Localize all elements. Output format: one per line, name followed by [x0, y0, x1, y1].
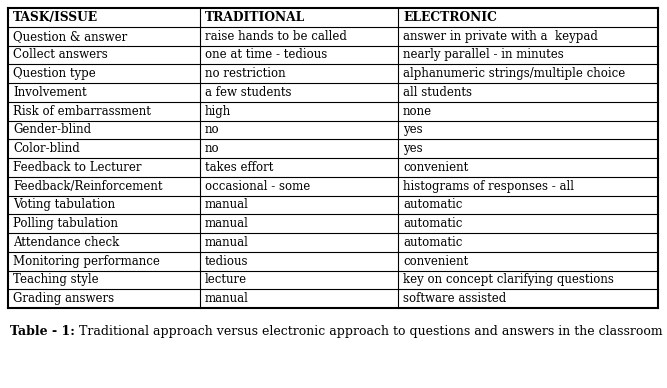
Text: Traditional approach versus electronic approach to questions and answers in the : Traditional approach versus electronic a… — [75, 325, 662, 338]
Text: alphanumeric strings/multiple choice: alphanumeric strings/multiple choice — [403, 67, 625, 80]
Text: Question type: Question type — [13, 67, 96, 80]
Text: no: no — [205, 123, 219, 136]
Text: Teaching style: Teaching style — [13, 274, 99, 286]
Text: occasional - some: occasional - some — [205, 180, 310, 192]
Text: lecture: lecture — [205, 274, 247, 286]
Text: Feedback/Reinforcement: Feedback/Reinforcement — [13, 180, 163, 192]
Text: manual: manual — [205, 292, 249, 305]
Text: Feedback to Lecturer: Feedback to Lecturer — [13, 161, 141, 174]
Text: all students: all students — [403, 86, 472, 99]
Text: Attendance check: Attendance check — [13, 236, 119, 249]
Text: convenient: convenient — [403, 255, 468, 268]
Text: nearly parallel - in minutes: nearly parallel - in minutes — [403, 48, 564, 61]
Text: histograms of responses - all: histograms of responses - all — [403, 180, 574, 192]
Text: Involvement: Involvement — [13, 86, 87, 99]
Text: Table - 1:: Table - 1: — [10, 325, 75, 338]
Text: takes effort: takes effort — [205, 161, 273, 174]
Text: no: no — [205, 142, 219, 155]
Text: convenient: convenient — [403, 161, 468, 174]
Text: a few students: a few students — [205, 86, 291, 99]
Text: Collect answers: Collect answers — [13, 48, 108, 61]
Text: Monitoring performance: Monitoring performance — [13, 255, 160, 268]
Text: automatic: automatic — [403, 198, 462, 211]
Text: automatic: automatic — [403, 236, 462, 249]
Text: key on concept clarifying questions: key on concept clarifying questions — [403, 274, 614, 286]
Text: no restriction: no restriction — [205, 67, 285, 80]
Text: yes: yes — [403, 142, 423, 155]
Text: Question & answer: Question & answer — [13, 29, 127, 43]
Text: yes: yes — [403, 123, 423, 136]
Text: manual: manual — [205, 236, 249, 249]
Text: TASK/ISSUE: TASK/ISSUE — [13, 11, 98, 24]
Text: high: high — [205, 105, 231, 118]
Text: Color-blind: Color-blind — [13, 142, 80, 155]
Text: manual: manual — [205, 217, 249, 230]
Text: none: none — [403, 105, 432, 118]
Text: manual: manual — [205, 198, 249, 211]
Text: Grading answers: Grading answers — [13, 292, 114, 305]
Text: Risk of embarrassment: Risk of embarrassment — [13, 105, 151, 118]
Text: software assisted: software assisted — [403, 292, 506, 305]
Text: Voting tabulation: Voting tabulation — [13, 198, 115, 211]
Text: automatic: automatic — [403, 217, 462, 230]
Text: raise hands to be called: raise hands to be called — [205, 29, 347, 43]
Text: answer in private with a  keypad: answer in private with a keypad — [403, 29, 598, 43]
Text: one at time - tedious: one at time - tedious — [205, 48, 327, 61]
Text: ELECTRONIC: ELECTRONIC — [403, 11, 497, 24]
Text: Gender-blind: Gender-blind — [13, 123, 91, 136]
Text: tedious: tedious — [205, 255, 248, 268]
Text: TRADITIONAL: TRADITIONAL — [205, 11, 305, 24]
Text: Polling tabulation: Polling tabulation — [13, 217, 118, 230]
